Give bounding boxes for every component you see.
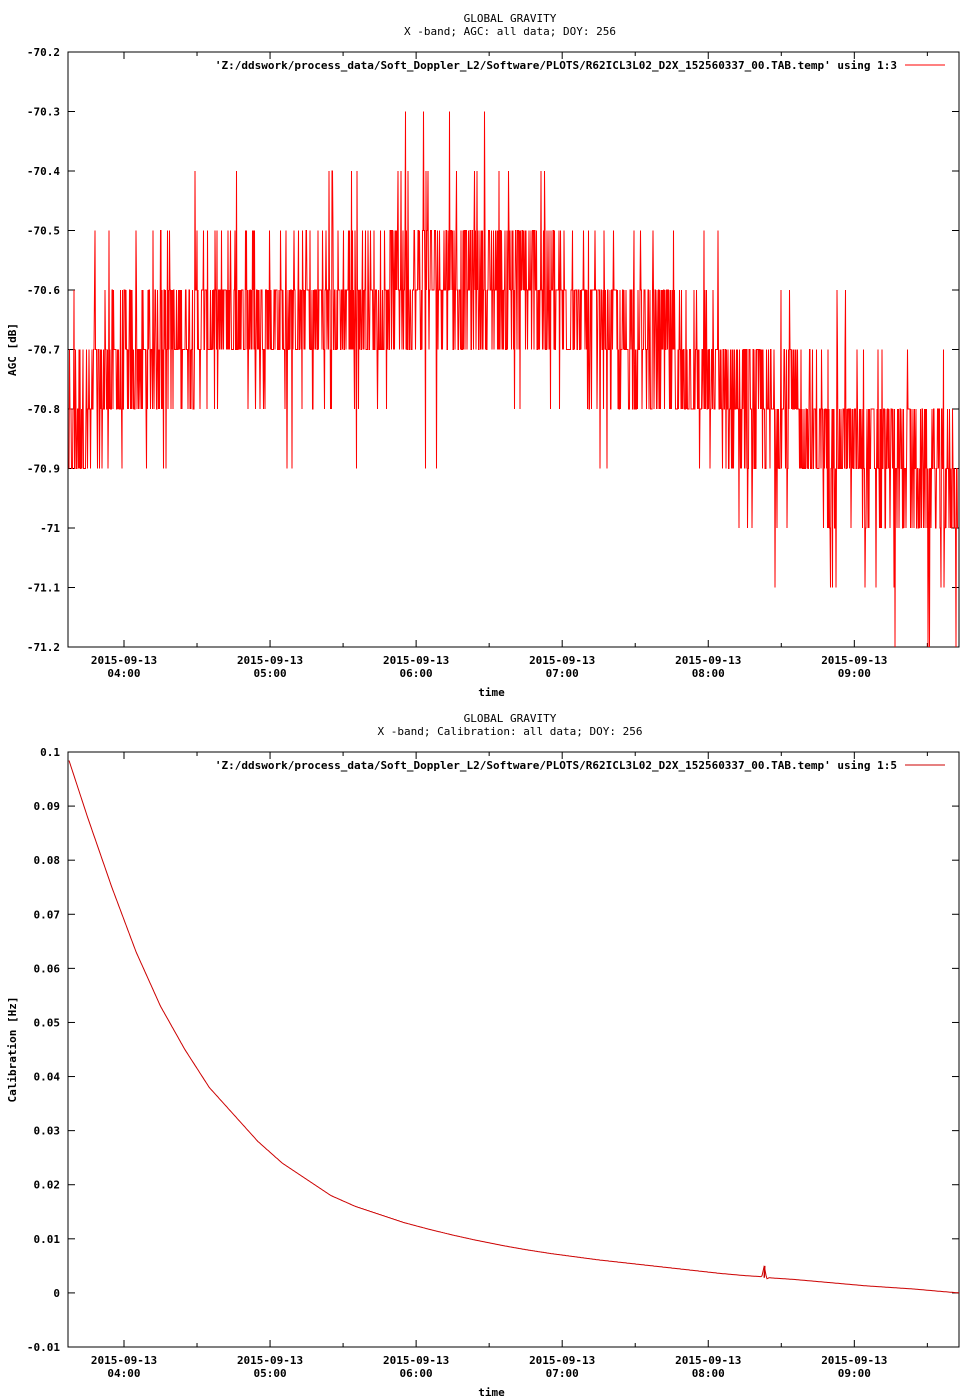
x-tick-label-time: 09:00 <box>838 667 871 680</box>
legend-label: 'Z:/ddswork/process_data/Soft_Doppler_L2… <box>215 59 897 72</box>
x-tick-label-date: 2015-09-13 <box>675 1354 741 1367</box>
x-tick-label-date: 2015-09-13 <box>91 654 157 667</box>
y-tick-label: -70.7 <box>27 344 60 357</box>
plot-frame <box>67 751 960 1348</box>
x-tick-label-date: 2015-09-13 <box>821 654 887 667</box>
y-tick-label: 0 <box>53 1287 60 1300</box>
x-tick-label-time: 04:00 <box>107 1367 140 1380</box>
legend-label: 'Z:/ddswork/process_data/Soft_Doppler_L2… <box>215 759 897 772</box>
x-tick-label-time: 04:00 <box>107 667 140 680</box>
y-tick-label: -0.01 <box>27 1341 60 1354</box>
agc-series-line <box>68 111 958 648</box>
x-tick-label-time: 09:00 <box>838 1367 871 1380</box>
y-tick-label: -71.2 <box>27 641 60 654</box>
y-tick-label: -70.3 <box>27 106 60 119</box>
x-axis-title: time <box>478 1386 505 1399</box>
calibration-spike <box>763 1265 766 1278</box>
y-tick-label: -70.6 <box>27 284 60 297</box>
x-tick-label-date: 2015-09-13 <box>529 654 595 667</box>
y-tick-label: -71 <box>40 522 60 535</box>
x-tick-label-time: 05:00 <box>253 1367 286 1380</box>
calibration-series-line <box>68 760 960 1294</box>
y-tick-label: 0.03 <box>34 1125 61 1138</box>
x-tick-label-time: 06:00 <box>400 1367 433 1380</box>
x-tick-label-time: 08:00 <box>692 1367 725 1380</box>
chart-subtitle: X -band; Calibration: all data; DOY: 256 <box>378 725 643 738</box>
chart-title: GLOBAL GRAVITY <box>464 12 557 25</box>
x-tick-label-date: 2015-09-13 <box>237 654 303 667</box>
x-tick-label-time: 07:00 <box>546 1367 579 1380</box>
y-tick-label: 0.06 <box>34 962 61 975</box>
x-tick-label-date: 2015-09-13 <box>383 1354 449 1367</box>
y-tick-label: -71.1 <box>27 582 60 595</box>
y-tick-label: 0.09 <box>34 800 61 813</box>
y-tick-label: 0.08 <box>34 854 61 867</box>
y-tick-label: -70.5 <box>27 225 60 238</box>
x-tick-label-time: 07:00 <box>546 667 579 680</box>
y-tick-label: 0.04 <box>34 1071 61 1084</box>
x-tick-label-date: 2015-09-13 <box>529 1354 595 1367</box>
y-tick-label: -70.8 <box>27 403 60 416</box>
x-tick-label-date: 2015-09-13 <box>675 654 741 667</box>
y-tick-label: 0.02 <box>34 1179 61 1192</box>
x-tick-label-date: 2015-09-13 <box>237 1354 303 1367</box>
x-tick-label-date: 2015-09-13 <box>91 1354 157 1367</box>
x-tick-label-time: 08:00 <box>692 667 725 680</box>
y-tick-label: -70.4 <box>27 165 60 178</box>
x-tick-label-date: 2015-09-13 <box>821 1354 887 1367</box>
y-tick-label: 0.05 <box>34 1016 61 1029</box>
y-tick-label: 0.1 <box>40 746 60 759</box>
x-tick-label-time: 05:00 <box>253 667 286 680</box>
y-axis-title: Calibration [Hz] <box>6 997 19 1103</box>
chart-subtitle: X -band; AGC: all data; DOY: 256 <box>404 25 616 38</box>
y-tick-label: 0.01 <box>34 1233 61 1246</box>
x-axis-title: time <box>478 686 505 699</box>
x-tick-label-time: 06:00 <box>400 667 433 680</box>
y-tick-label: -70.9 <box>27 463 60 476</box>
y-tick-label: -70.2 <box>27 46 60 59</box>
y-tick-label: 0.07 <box>34 908 61 921</box>
x-tick-label-date: 2015-09-13 <box>383 654 449 667</box>
chart-title: GLOBAL GRAVITY <box>464 712 557 725</box>
y-axis-title: AGC [dB] <box>6 323 19 376</box>
